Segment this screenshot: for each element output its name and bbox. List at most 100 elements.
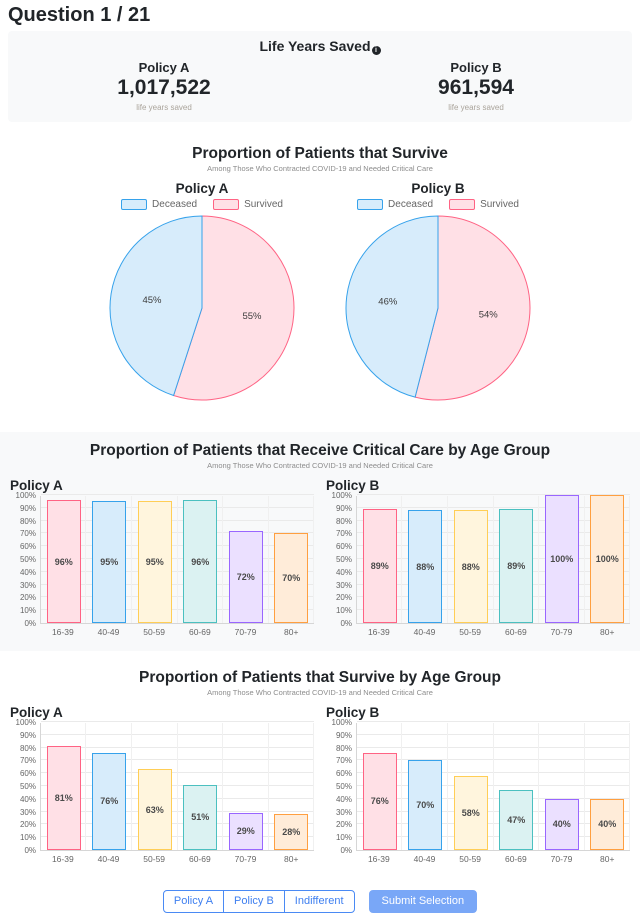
bar-value-label: 81%: [54, 793, 73, 804]
bar-slot: 58%: [448, 723, 494, 850]
bar-value-label: 88%: [416, 561, 435, 572]
x-axis-labels: 16-39 40-49 50-59 60-69 70-79 80+: [356, 854, 630, 864]
plot-background: 96% 95% 95% 96% 72% 70%: [40, 494, 314, 624]
policy-b-button[interactable]: Policy B: [223, 890, 285, 913]
bar: 88%: [453, 510, 488, 623]
vertical-gridline: [176, 723, 178, 850]
gridline: [41, 558, 314, 559]
bar: 95%: [137, 501, 172, 623]
pie-row: Policy A Deceased Survived 55% 45% Policy…: [0, 179, 640, 408]
y-tick-label: 40%: [19, 567, 36, 577]
legend-survived: Survived: [449, 199, 519, 210]
x-tick-label: 80+: [283, 627, 299, 637]
y-tick-label: 80%: [335, 516, 352, 526]
x-tick-label: 70-79: [234, 854, 257, 864]
vertical-gridline: [176, 496, 178, 623]
vertical-gridline: [130, 723, 132, 850]
bar: 76%: [92, 752, 127, 850]
y-tick-label: 100%: [331, 718, 352, 727]
bar-value-label: 58%: [461, 807, 480, 818]
x-tick-label: 60-69: [188, 627, 211, 637]
x-tick-label: 70-79: [234, 627, 257, 637]
y-tick-label: 80%: [19, 743, 36, 753]
bar: 81%: [46, 746, 81, 850]
gridline: [357, 746, 630, 748]
survive-age-charts: Policy A 81% 76% 63% 51% 29% 28% 0% 10% 20% 30% 40…: [0, 703, 640, 864]
y-tick-label: 90%: [19, 730, 36, 740]
survive-age-title: Proportion of Patients that Survive by A…: [139, 669, 501, 686]
y-tick-label: 90%: [335, 503, 352, 513]
gridline: [357, 733, 630, 735]
survive-age-subtitle: Among Those Who Contracted COVID-19 and …: [207, 688, 433, 697]
y-tick-label: 40%: [335, 567, 352, 577]
gridline: [357, 785, 630, 786]
bar-plot-area: 81% 76% 63% 51% 29% 28% 0% 10% 20% 30% 40% 50% 60% 70…: [16, 718, 314, 855]
y-tick-label: 80%: [335, 743, 352, 753]
gridline: [357, 558, 630, 559]
x-tick-label: 70-79: [550, 854, 573, 864]
x-tick-label: 60-69: [504, 627, 527, 637]
bar-chart-critical-care-policy-b: Policy B 89% 88% 88% 89% 100% 100% 0% 10% 20% 30%…: [326, 476, 630, 637]
bar-chart-critical-care-policy-a: Policy A 96% 95% 95% 96% 72% 70% 0% 10% 20% 30% 40…: [10, 476, 314, 637]
y-tick-label: 0%: [24, 619, 36, 628]
bar: 29%: [228, 812, 263, 850]
gridline: [357, 759, 630, 761]
x-tick-label: 80+: [599, 627, 615, 637]
gridline: [41, 785, 314, 786]
vertical-gridline: [267, 496, 269, 623]
indifferent-button[interactable]: Indifferent: [283, 890, 355, 913]
y-tick-label: 0%: [340, 619, 352, 628]
pie-slice-survived: [172, 215, 295, 401]
vertical-gridline: [130, 496, 132, 623]
bar-chart-survive-policy-b: Policy B 76% 70% 58% 47% 40% 40% 0% 10% 20% 30% 40…: [326, 703, 630, 864]
gridline: [357, 772, 630, 774]
x-tick-label: 40-49: [413, 854, 436, 864]
gridline: [41, 746, 314, 748]
vertical-gridline: [401, 723, 403, 850]
bar: 100%: [590, 495, 625, 623]
legend-survived-label: Survived: [480, 199, 519, 210]
gridline: [357, 721, 630, 722]
vertical-gridline: [492, 723, 494, 850]
pie-chart-policy-b: 54% 46%: [331, 213, 545, 408]
bar-slot: 100%: [585, 495, 631, 623]
gridline: [41, 721, 314, 722]
bar-slot: 63%: [132, 723, 178, 850]
bar-value-label: 96%: [54, 556, 73, 567]
bar-value-label: 95%: [100, 557, 119, 568]
gridline: [357, 545, 630, 547]
x-tick-label: 16-39: [367, 854, 390, 864]
vertical-gridline: [583, 723, 585, 850]
policy-choice-button-group: Policy A Policy B Indifferent: [162, 890, 355, 913]
info-icon[interactable]: i: [371, 46, 381, 55]
vertical-gridline: [221, 496, 223, 623]
bar-slot: 89%: [494, 496, 540, 623]
gridline: [357, 836, 630, 838]
gridline: [41, 506, 314, 508]
y-tick-label: 10%: [19, 606, 36, 616]
critical-care-section: Proportion of Patients that Receive Crit…: [0, 432, 640, 651]
pie-a-title: Policy A: [175, 181, 229, 196]
pie-slice-deceased: [109, 215, 203, 397]
submit-selection-button[interactable]: Submit Selection: [368, 890, 478, 913]
bar-slot: 72%: [223, 496, 269, 623]
y-tick-label: 20%: [19, 820, 36, 830]
bar: 47%: [499, 789, 534, 850]
plot-background: 81% 76% 63% 51% 29% 28%: [40, 721, 314, 851]
y-tick-label: 50%: [335, 782, 352, 791]
x-tick-label: 50-59: [143, 854, 166, 864]
bar-chart-survive-policy-a: Policy A 81% 76% 63% 51% 29% 28% 0% 10% 20% 30% 40…: [10, 703, 314, 864]
legend-survived-label: Survived: [244, 199, 283, 210]
bar-value-label: 40%: [598, 819, 617, 830]
y-tick-label: 70%: [335, 529, 352, 539]
x-axis-labels: 16-39 40-49 50-59 60-69 70-79 80+: [40, 627, 314, 637]
bars-layer: 76% 70% 58% 47% 40% 40%: [357, 723, 630, 850]
pie-slice-label: 55%: [242, 311, 262, 322]
policy-a-button[interactable]: Policy A: [162, 890, 225, 913]
y-tick-label: 30%: [19, 807, 36, 817]
y-tick-label: 0%: [340, 846, 352, 855]
bar-value-label: 70%: [416, 800, 435, 811]
x-tick-label: 80+: [599, 854, 615, 864]
y-tick-label: 70%: [19, 756, 36, 766]
bar: 70%: [408, 760, 443, 850]
